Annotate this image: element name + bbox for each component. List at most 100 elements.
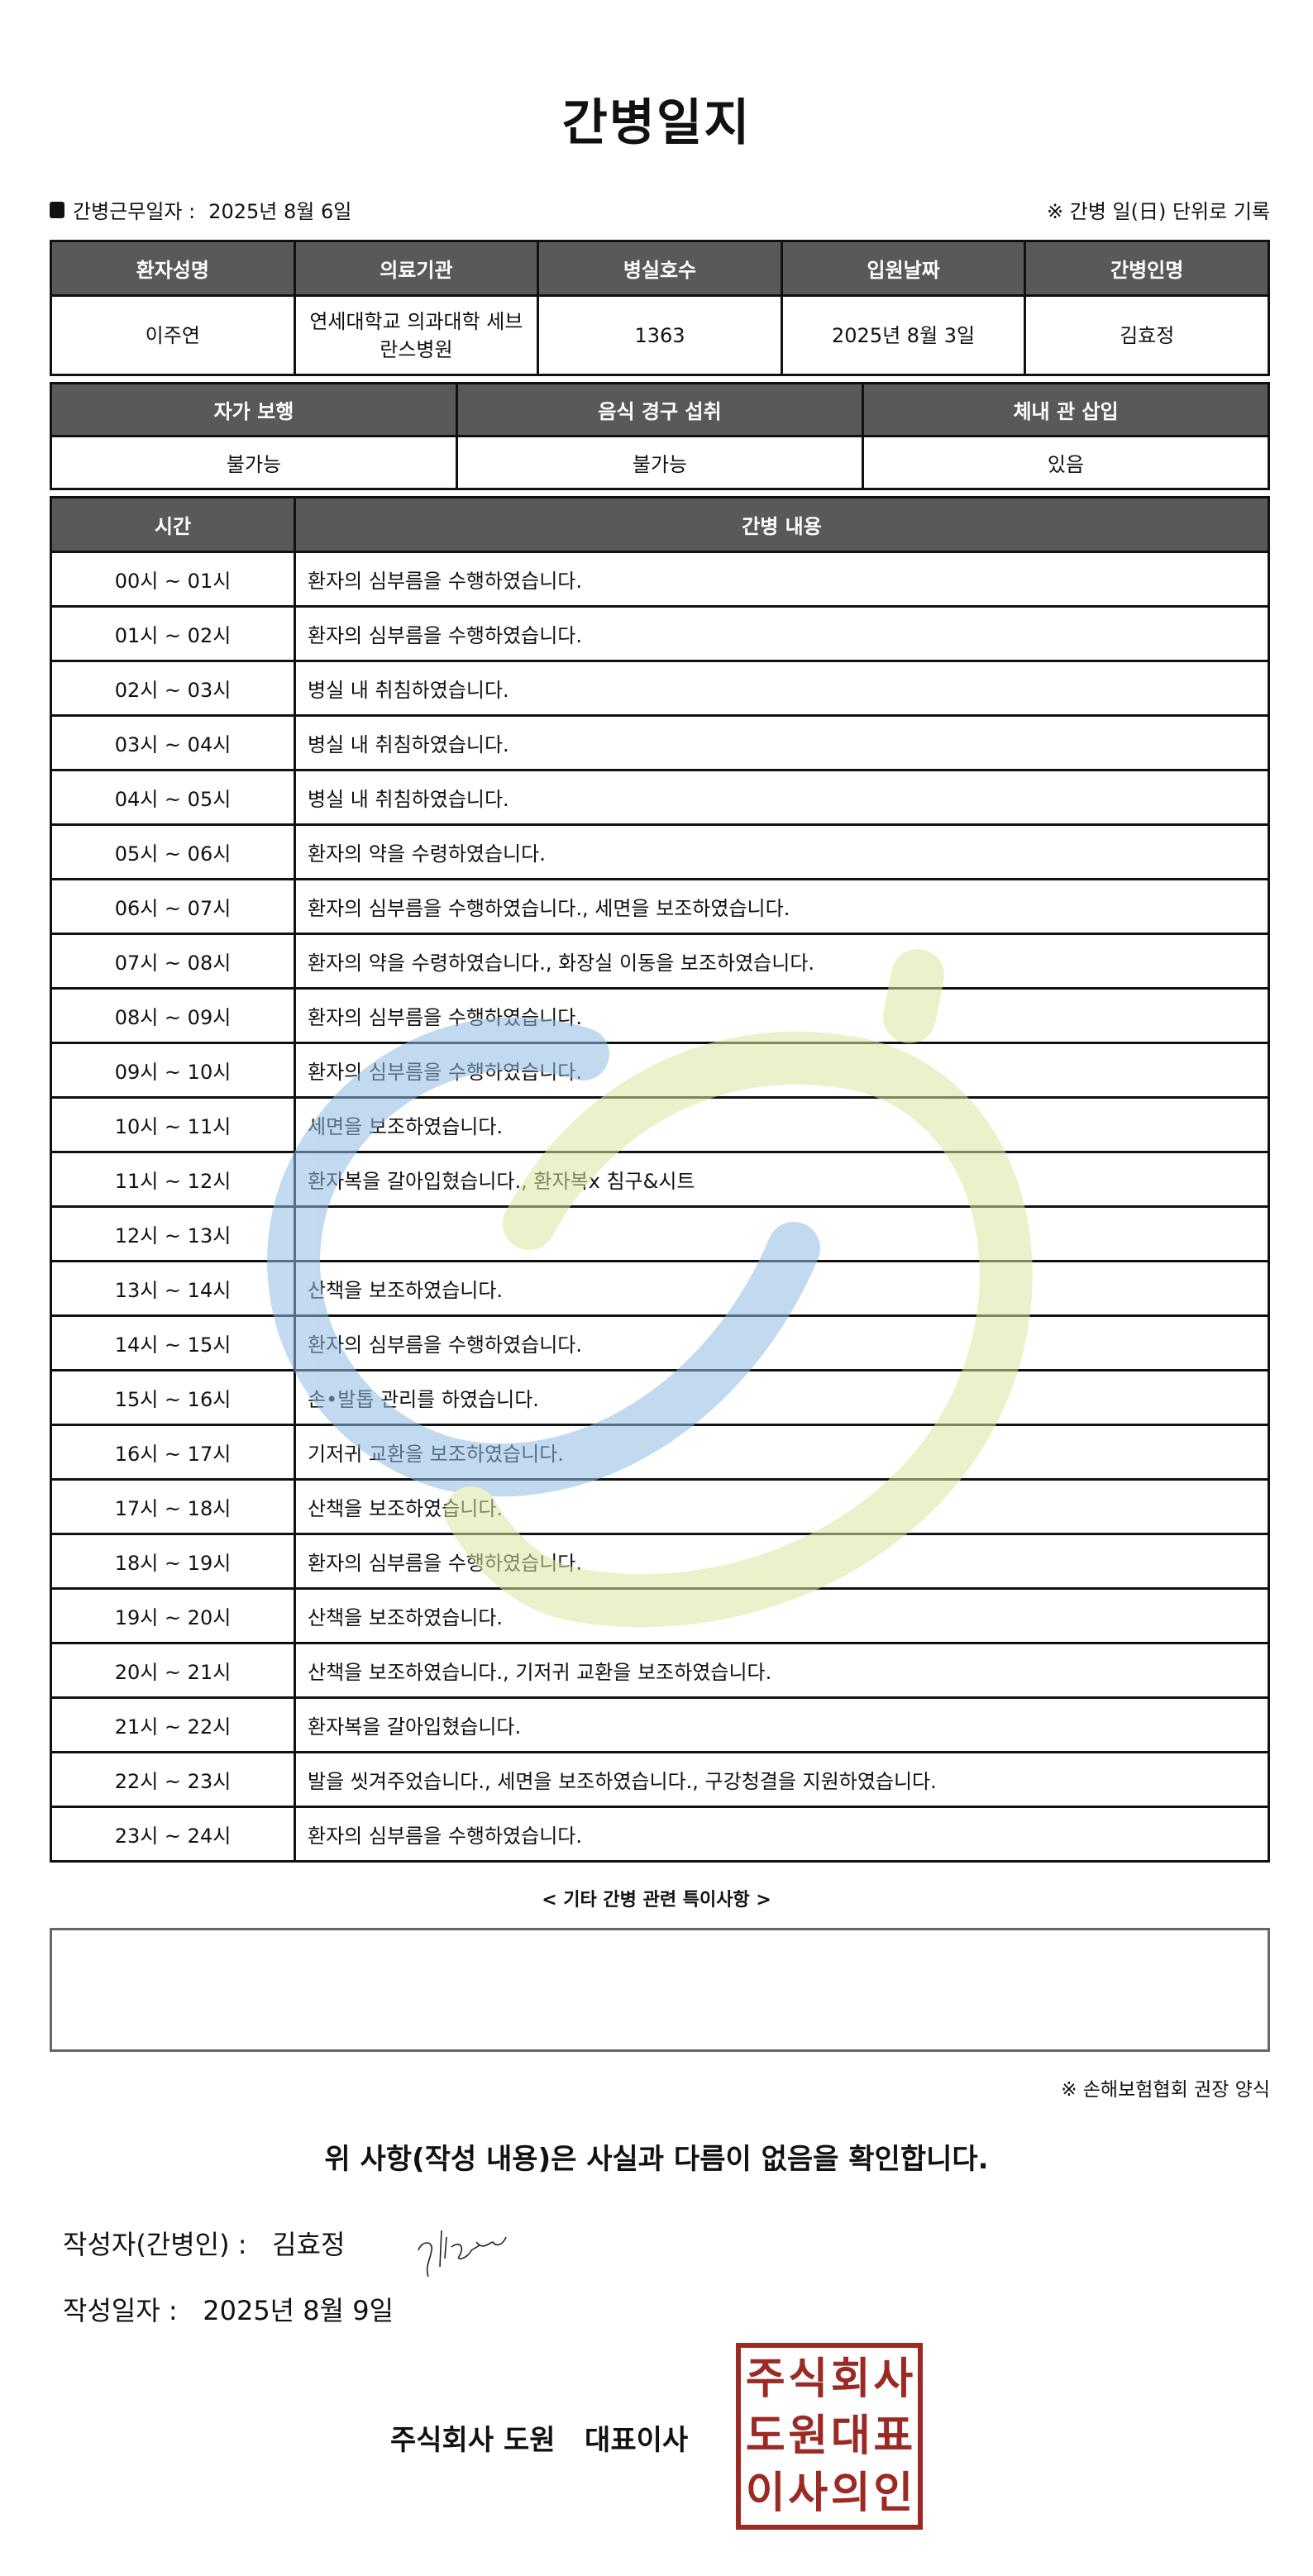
- table-row: 15시 ~ 16시 손•발톱 관리를 하였습니다.: [50, 1369, 1270, 1426]
- table-row: 02시 ~ 03시 병실 내 취침하였습니다.: [50, 660, 1270, 717]
- care-content-cell: 환자의 심부름을 수행하였습니다.: [294, 1533, 1270, 1590]
- header-cell: 시간: [50, 496, 296, 553]
- time-cell: 05시 ~ 06시: [50, 823, 296, 880]
- care-content-cell: 손•발톱 관리를 하였습니다.: [294, 1369, 1270, 1426]
- patient-info-table: 환자성명 의료기관 병실호수 입원날짜 간병인명 이주연 연세대학교 의과대학 …: [50, 240, 1270, 376]
- header-cell: 간병인명: [1024, 240, 1270, 297]
- header-cell: 병실호수: [537, 240, 783, 297]
- time-cell: 23시 ~ 24시: [50, 1806, 296, 1863]
- written-date-line: 작성일자 : 2025년 8월 9일: [63, 2290, 394, 2328]
- time-cell: 10시 ~ 11시: [50, 1096, 296, 1153]
- care-content-cell: 환자의 심부름을 수행하였습니다.: [294, 551, 1270, 608]
- time-cell: 07시 ~ 08시: [50, 933, 296, 990]
- time-cell: 11시 ~ 12시: [50, 1151, 296, 1208]
- care-content-cell: 병실 내 취침하였습니다.: [294, 660, 1270, 717]
- work-date-value: 2025년 8월 6일: [208, 200, 352, 223]
- room-number: 1363: [537, 294, 783, 376]
- time-cell: 01시 ~ 02시: [50, 605, 296, 662]
- care-content-cell: 환자의 심부름을 수행하였습니다.: [294, 1042, 1270, 1099]
- header-cell: 환자성명: [50, 240, 296, 297]
- table-row: 18시 ~ 19시 환자의 심부름을 수행하였습니다.: [50, 1533, 1270, 1590]
- care-content-cell: 기저귀 교환을 보조하였습니다.: [294, 1424, 1270, 1481]
- time-cell: 15시 ~ 16시: [50, 1369, 296, 1426]
- signature: [418, 2230, 507, 2278]
- written-date-label: 작성일자 :: [63, 2295, 178, 2326]
- care-content-cell: 산책을 보조하였습니다.: [294, 1478, 1270, 1535]
- time-cell: 12시 ~ 13시: [50, 1205, 296, 1262]
- table-row: 09시 ~ 10시 환자의 심부름을 수행하였습니다.: [50, 1042, 1270, 1099]
- time-cell: 09시 ~ 10시: [50, 1042, 296, 1099]
- seal-character: 사: [873, 2354, 914, 2405]
- time-cell: 03시 ~ 04시: [50, 714, 296, 771]
- hospital: 연세대학교 의과대학 세브란스병원: [293, 294, 540, 376]
- header-cell: 자가 보행: [50, 382, 458, 437]
- header-cell: 음식 경구 섭취: [456, 382, 864, 437]
- writer-name: 김효정: [272, 2229, 346, 2260]
- written-date: 2025년 8월 9일: [203, 2295, 394, 2326]
- walking-status: 불가능: [50, 435, 458, 490]
- caregiver-name: 김효정: [1024, 294, 1270, 376]
- work-date: 간병근무일자 : 2025년 8월 6일: [50, 195, 351, 224]
- care-content-cell: 발을 씻겨주었습니다., 세면을 보조하였습니다., 구강청결을 지원하였습니다…: [294, 1751, 1270, 1808]
- time-cell: 21시 ~ 22시: [50, 1696, 296, 1753]
- record-note: ※ 간병 일(日) 단위로 기록: [1047, 200, 1270, 223]
- table-row: 08시 ~ 09시 환자의 심부름을 수행하였습니다.: [50, 987, 1270, 1044]
- header-cell: 간병 내용: [294, 496, 1270, 553]
- table-row: 04시 ~ 05시 병실 내 취침하였습니다.: [50, 769, 1270, 826]
- patient-name: 이주연: [50, 294, 296, 376]
- table-row: 23시 ~ 24시 환자의 심부름을 수행하였습니다.: [50, 1806, 1270, 1863]
- header-cell: 체내 관 삽입: [862, 382, 1270, 437]
- table-row: 19시 ~ 20시 산책을 보조하였습니다.: [50, 1587, 1270, 1644]
- care-content-cell: 환자복을 갈아입혔습니다.: [294, 1696, 1270, 1753]
- care-content-cell: 환자의 심부름을 수행하였습니다.: [294, 1806, 1270, 1863]
- care-content-cell: 산책을 보조하였습니다.: [294, 1587, 1270, 1644]
- seal-character: 이: [745, 2468, 785, 2518]
- care-content-cell: 환자복을 갈아입혔습니다., 환자복x 침구&시트: [294, 1151, 1270, 1208]
- care-content-cell: [294, 1205, 1270, 1262]
- time-cell: 16시 ~ 17시: [50, 1424, 296, 1481]
- seal-character: 도: [745, 2411, 785, 2461]
- table-row: 14시 ~ 15시 환자의 심부름을 수행하였습니다.: [50, 1314, 1270, 1371]
- care-content-cell: 환자의 약을 수령하였습니다.: [294, 823, 1270, 880]
- table-row: 11시 ~ 12시 환자복을 갈아입혔습니다., 환자복x 침구&시트: [50, 1151, 1270, 1208]
- care-content-cell: 산책을 보조하였습니다., 기저귀 교환을 보조하였습니다.: [294, 1642, 1270, 1699]
- notes-box: [50, 1928, 1270, 2052]
- square-bullet-icon: [50, 201, 64, 218]
- tube-status: 있음: [862, 435, 1270, 490]
- seal-character: 의: [830, 2468, 871, 2518]
- seal-character: 인: [873, 2468, 914, 2518]
- seal-character: 식: [788, 2354, 828, 2405]
- care-content-cell: 병실 내 취침하였습니다.: [294, 714, 1270, 771]
- page-title: 간병일지: [561, 94, 752, 152]
- table-row: 17시 ~ 18시 산책을 보조하였습니다.: [50, 1478, 1270, 1535]
- time-cell: 13시 ~ 14시: [50, 1260, 296, 1317]
- care-content-cell: 환자의 심부름을 수행하였습니다.: [294, 1314, 1270, 1371]
- table-row: 00시 ~ 01시 환자의 심부름을 수행하였습니다.: [50, 551, 1270, 608]
- time-cell: 08시 ~ 09시: [50, 987, 296, 1044]
- care-log-table: 시간 간병 내용 00시 ~ 01시 환자의 심부름을 수행하였습니다. 01시 ~…: [50, 496, 1270, 1863]
- company-name: 주식회사 도원: [390, 2424, 556, 2457]
- table-row: 12시 ~ 13시: [50, 1205, 1270, 1262]
- time-cell: 14시 ~ 15시: [50, 1314, 296, 1371]
- oral-intake-status: 불가능: [456, 435, 864, 490]
- writer-line: 작성자(간병인) : 김효정: [63, 2224, 345, 2262]
- table-row: 03시 ~ 04시 병실 내 취침하였습니다.: [50, 714, 1270, 771]
- table-row: 21시 ~ 22시 환자복을 갈아입혔습니다.: [50, 1696, 1270, 1753]
- time-cell: 18시 ~ 19시: [50, 1533, 296, 1590]
- notes-label: < 기타 간병 관련 특이사항 >: [542, 1890, 771, 1911]
- table-row: 06시 ~ 07시 환자의 심부름을 수행하였습니다., 세면을 보조하였습니다.: [50, 878, 1270, 935]
- form-note: ※ 손해보험협회 권장 양식: [1061, 2079, 1270, 2101]
- seal-character: 표: [873, 2411, 914, 2461]
- time-cell: 20시 ~ 21시: [50, 1642, 296, 1699]
- company-signature: 주식회사 도원 대표이사: [390, 2417, 688, 2458]
- admission-date: 2025년 8월 3일: [780, 294, 1027, 376]
- seal-character: 회: [830, 2354, 871, 2405]
- header-cell: 입원날짜: [780, 240, 1027, 297]
- work-date-label: 간병근무일자 :: [73, 200, 196, 223]
- patient-status-table: 자가 보행 음식 경구 섭취 체내 관 삽입 불가능 불가능 있음: [50, 382, 1270, 490]
- table-row: 16시 ~ 17시 기저귀 교환을 보조하였습니다.: [50, 1424, 1270, 1481]
- seal-character: 주: [745, 2354, 785, 2405]
- time-cell: 06시 ~ 07시: [50, 878, 296, 935]
- care-content-cell: 병실 내 취침하였습니다.: [294, 769, 1270, 826]
- care-content-cell: 환자의 심부름을 수행하였습니다.: [294, 605, 1270, 662]
